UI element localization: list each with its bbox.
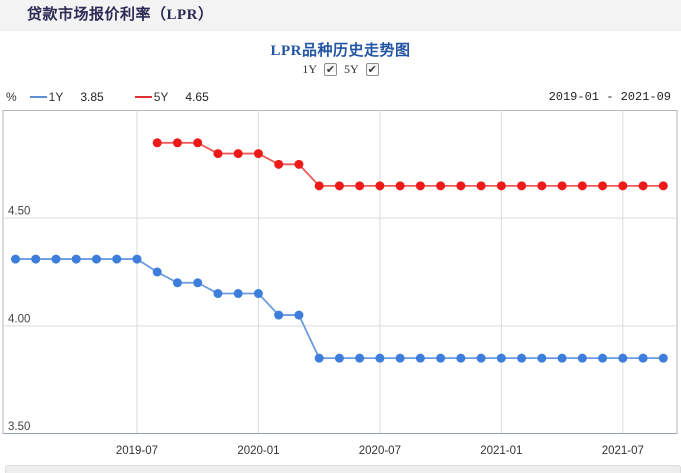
5y-legend-line-icon xyxy=(134,95,152,98)
data-point-5y xyxy=(294,159,304,169)
1y-legend-line-icon xyxy=(29,95,47,98)
data-point-1y xyxy=(132,254,142,264)
data-point-5y xyxy=(658,181,668,191)
data-point-1y xyxy=(31,254,41,264)
data-point-1y xyxy=(213,289,223,299)
data-point-5y xyxy=(274,159,284,169)
1y-current-value: 3.85 xyxy=(80,89,104,104)
data-point-5y xyxy=(253,149,263,159)
data-point-1y xyxy=(517,353,527,363)
data-point-1y xyxy=(658,353,668,363)
y-axis-tick-label: 3.50 xyxy=(8,421,30,433)
data-point-5y xyxy=(436,181,446,191)
data-point-5y xyxy=(193,138,203,148)
x-axis-tick-label: 2019-07 xyxy=(116,445,158,457)
data-point-1y xyxy=(193,278,203,288)
chart-legend: % 1Y 3.85 5Y 4.65 2019-01 - 2021-09 xyxy=(6,89,671,104)
data-point-5y xyxy=(213,149,223,159)
x-axis-tick-label: 2021-07 xyxy=(602,445,644,457)
y-axis-tick-label: 4.00 xyxy=(8,313,30,325)
date-range-label: 2019-01 - 2021-09 xyxy=(548,89,671,104)
1y-checkbox-label: 1Y xyxy=(302,61,317,76)
data-point-1y xyxy=(253,289,263,299)
data-point-5y xyxy=(456,181,466,191)
data-point-1y xyxy=(233,289,243,299)
data-point-1y xyxy=(274,310,284,320)
data-point-5y xyxy=(172,138,182,148)
data-point-5y xyxy=(577,181,587,191)
data-point-5y xyxy=(355,181,365,191)
x-axis-tick-label: 2021-01 xyxy=(480,445,522,457)
page-title: 贷款市场报价利率（LPR） xyxy=(27,7,214,23)
data-point-1y xyxy=(476,353,486,363)
data-point-1y xyxy=(91,254,101,264)
x-axis-tick-label: 2020-07 xyxy=(359,445,401,457)
data-point-1y xyxy=(456,353,466,363)
data-point-1y xyxy=(11,254,20,264)
data-point-1y xyxy=(415,353,425,363)
data-point-1y xyxy=(314,353,324,363)
5y-current-value: 4.65 xyxy=(185,89,209,104)
data-point-5y xyxy=(152,138,162,148)
data-point-1y xyxy=(598,353,608,363)
data-point-1y xyxy=(557,353,567,363)
data-point-1y xyxy=(152,267,162,277)
data-point-5y xyxy=(334,181,344,191)
5y-checkbox-label: 5Y xyxy=(344,61,359,76)
data-point-1y xyxy=(172,278,182,288)
data-point-1y xyxy=(638,353,648,363)
footer-bar xyxy=(5,465,681,473)
data-point-1y xyxy=(496,353,506,363)
5y-legend-label: 5Y xyxy=(153,89,169,104)
data-point-5y xyxy=(537,181,547,191)
page-header-bar: 贷款市场报价利率（LPR） xyxy=(0,0,681,31)
chart-title: LPR品种历史走势图 xyxy=(270,43,411,59)
data-point-1y xyxy=(294,310,304,320)
data-point-5y xyxy=(395,181,405,191)
1y-legend-label: 1Y xyxy=(48,89,64,104)
data-point-1y xyxy=(112,254,122,264)
data-point-5y xyxy=(314,181,324,191)
data-point-5y xyxy=(375,181,385,191)
data-point-1y xyxy=(355,353,365,363)
data-point-1y xyxy=(395,353,405,363)
data-point-5y xyxy=(557,181,567,191)
x-axis-tick-label: 2020-01 xyxy=(237,445,279,457)
data-point-1y xyxy=(334,353,344,363)
data-point-1y xyxy=(537,353,547,363)
data-point-5y xyxy=(598,181,608,191)
y-axis-unit-label: % xyxy=(6,89,17,104)
series-toggle-group: 1Y ✔ 5Y ✔ xyxy=(0,60,681,78)
data-point-1y xyxy=(436,353,446,363)
data-point-1y xyxy=(71,254,81,264)
data-point-1y xyxy=(618,353,628,363)
data-point-5y xyxy=(496,181,506,191)
data-point-1y xyxy=(577,353,587,363)
y-axis-tick-label: 4.50 xyxy=(8,206,30,218)
data-point-5y xyxy=(517,181,527,191)
data-point-1y xyxy=(51,254,61,264)
data-point-5y xyxy=(476,181,486,191)
data-point-1y xyxy=(375,353,385,363)
5y-checkbox[interactable]: ✔ xyxy=(365,62,379,76)
1y-checkbox[interactable]: ✔ xyxy=(324,62,337,76)
data-point-5y xyxy=(618,181,628,191)
plot-area xyxy=(2,110,678,434)
data-point-5y xyxy=(638,181,648,191)
data-point-5y xyxy=(415,181,425,191)
data-point-5y xyxy=(233,149,243,159)
